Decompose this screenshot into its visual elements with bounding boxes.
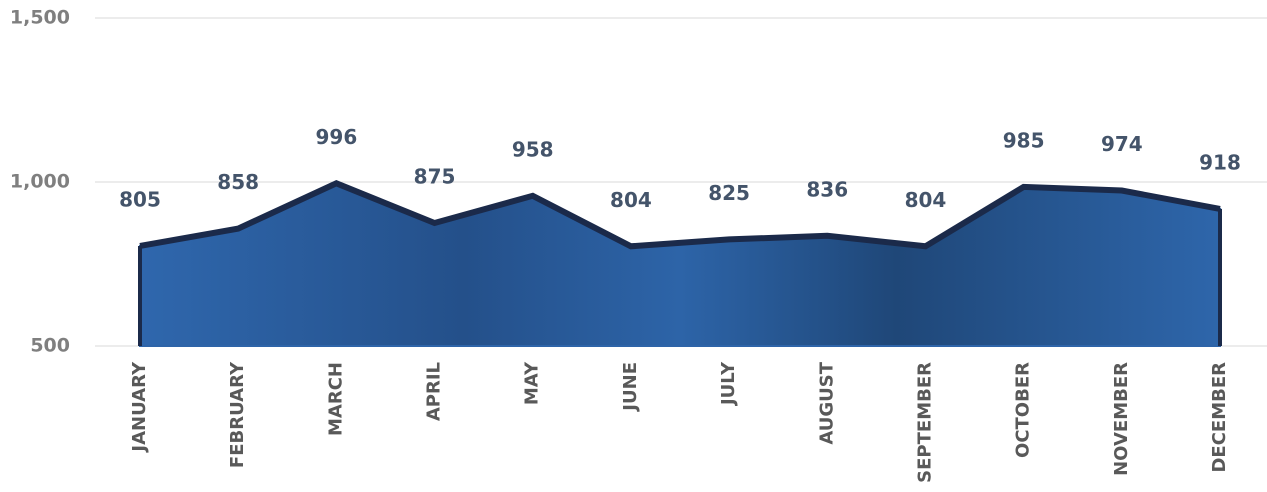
area — [139, 182, 1221, 347]
value-label: 985 — [1003, 128, 1045, 152]
x-tick-label: AUGUST — [816, 361, 837, 444]
value-label: 974 — [1101, 132, 1143, 156]
x-tick-label: JANUARY — [129, 361, 150, 454]
x-tick-label: APRIL — [424, 362, 445, 421]
x-tick-label: DECEMBER — [1209, 362, 1230, 473]
y-tick-label: 1,000 — [10, 171, 70, 193]
x-tick-label: MAY — [522, 361, 543, 405]
x-tick-label: JULY — [718, 361, 739, 407]
value-label: 804 — [610, 188, 652, 212]
value-label: 858 — [217, 170, 259, 194]
x-tick-label: OCTOBER — [1013, 362, 1034, 458]
x-tick-label: JUNE — [620, 362, 641, 413]
x-tick-label: NOVEMBER — [1111, 362, 1132, 476]
x-tick-label: MARCH — [325, 362, 346, 436]
y-tick-label: 500 — [30, 335, 70, 357]
x-tick-label: SEPTEMBER — [914, 362, 935, 483]
value-label: 825 — [708, 181, 750, 205]
value-label: 996 — [315, 125, 357, 149]
value-label: 875 — [414, 165, 456, 189]
value-label: 958 — [512, 137, 554, 161]
value-label: 805 — [119, 187, 161, 211]
value-label: 918 — [1199, 150, 1241, 174]
value-label: 804 — [905, 188, 947, 212]
x-tick-label: FEBRUARY — [227, 361, 248, 468]
value-label: 836 — [806, 177, 848, 201]
line — [139, 180, 1221, 250]
y-tick-label: 1,500 — [10, 7, 70, 29]
